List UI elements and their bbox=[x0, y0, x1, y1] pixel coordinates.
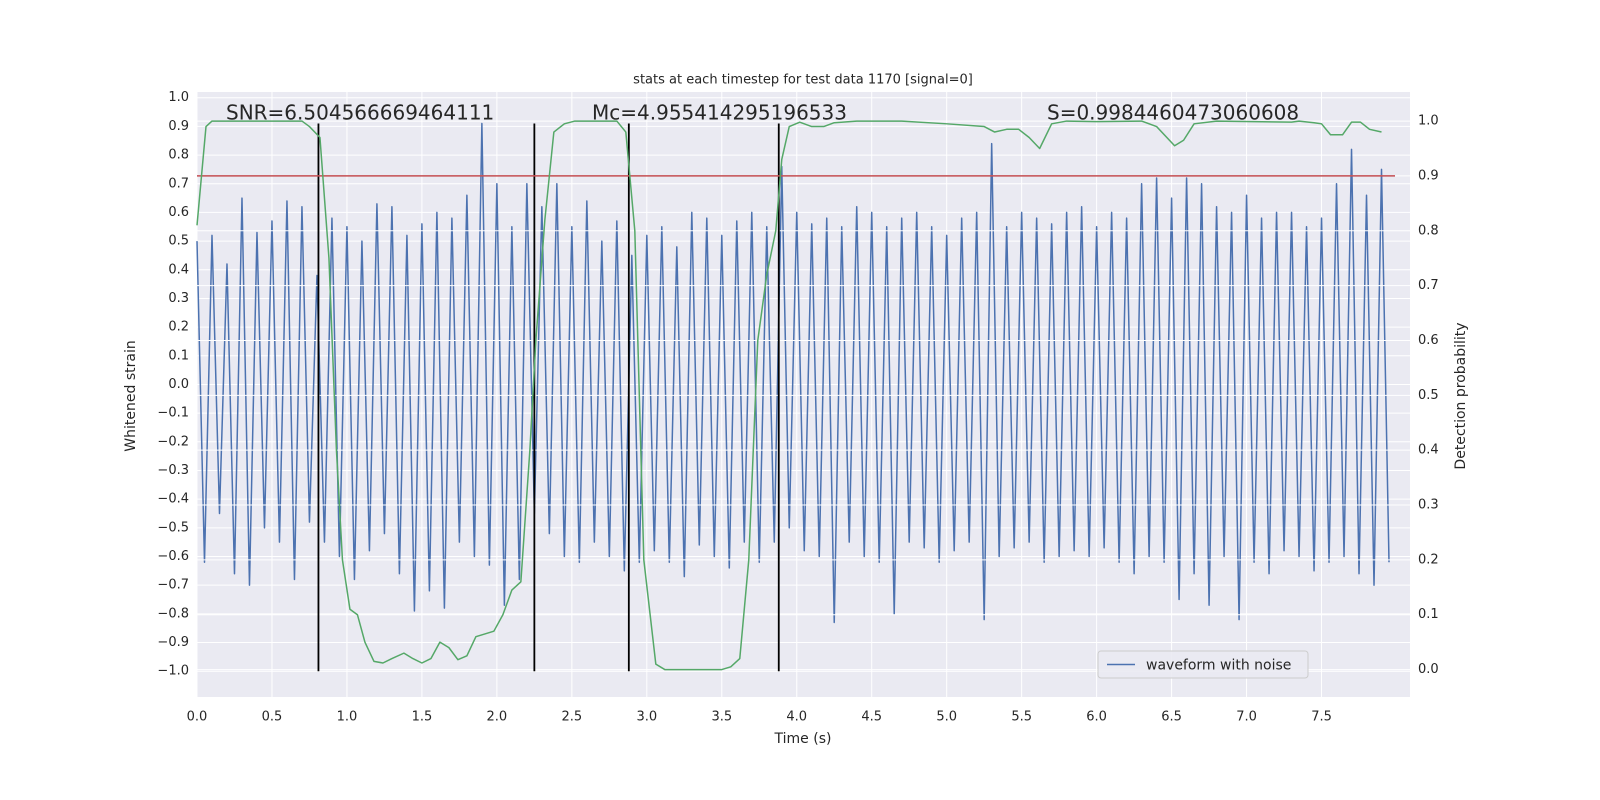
x-tick-label: 6.0 bbox=[1086, 710, 1107, 725]
y-tick-label: −0.5 bbox=[157, 520, 189, 535]
y2-tick-label: 0.6 bbox=[1418, 333, 1439, 348]
annotation: Mc=4.955414295196533 bbox=[592, 101, 847, 125]
x-axis-label: Time (s) bbox=[774, 731, 832, 747]
series-line bbox=[196, 120, 1382, 671]
x-tick-label: 4.5 bbox=[861, 710, 882, 725]
annotation: S=0.9984460473060608 bbox=[1047, 101, 1299, 125]
x-tick-label: 4.0 bbox=[786, 710, 807, 725]
x-tick-label: 7.0 bbox=[1236, 710, 1257, 725]
y-tick-label: −0.1 bbox=[157, 406, 189, 421]
y2-tick-label: 0.3 bbox=[1418, 498, 1439, 513]
y-tick-label: −0.8 bbox=[157, 606, 189, 621]
x-tick-label: 2.5 bbox=[562, 710, 583, 725]
chart-title: stats at each timestep for test data 117… bbox=[633, 73, 973, 88]
y-tick-label: 0.1 bbox=[168, 348, 189, 363]
y-tick-label: 0.2 bbox=[168, 320, 189, 335]
y-tick-label: −0.9 bbox=[157, 635, 189, 650]
y-tick-label: 0.5 bbox=[168, 234, 189, 249]
x-tick-label: 6.5 bbox=[1161, 710, 1182, 725]
y2-tick-label: 0.1 bbox=[1418, 607, 1439, 622]
y-tick-label: 0.6 bbox=[168, 205, 189, 220]
y2-tick-label: 0.9 bbox=[1418, 168, 1439, 183]
x-tick-label: 0.5 bbox=[262, 710, 283, 725]
y2-axis-label: Detection probability bbox=[1453, 322, 1469, 469]
y-tick-label: −0.3 bbox=[157, 463, 189, 478]
annotation: SNR=6.504566669464111 bbox=[226, 101, 494, 125]
y2-tick-label: 0.4 bbox=[1418, 443, 1439, 458]
x-tick-label: 2.0 bbox=[487, 710, 508, 725]
y2-tick-label: 1.0 bbox=[1418, 114, 1439, 129]
y-tick-label: 1.0 bbox=[168, 90, 189, 105]
y-tick-label: −0.2 bbox=[157, 434, 189, 449]
legend-label: waveform with noise bbox=[1146, 658, 1291, 674]
y-tick-label: 0.4 bbox=[168, 262, 189, 277]
legend-box bbox=[1097, 650, 1309, 679]
x-tick-label: 3.0 bbox=[636, 710, 657, 725]
y-tick-label: 0.9 bbox=[168, 119, 189, 134]
series-line bbox=[196, 122, 1390, 624]
x-tick-label: 5.0 bbox=[936, 710, 957, 725]
plot-area bbox=[197, 92, 1410, 697]
x-tick-label: 3.5 bbox=[711, 710, 732, 725]
y2-tick-label: 0.7 bbox=[1418, 278, 1439, 293]
x-tick-label: 1.5 bbox=[412, 710, 433, 725]
y-tick-label: −0.6 bbox=[157, 549, 189, 564]
y-tick-label: −0.4 bbox=[157, 492, 189, 507]
y2-tick-label: 0.2 bbox=[1418, 552, 1439, 567]
y2-tick-label: 0.8 bbox=[1418, 223, 1439, 238]
y-tick-label: 0.8 bbox=[168, 148, 189, 163]
y-tick-label: 0.7 bbox=[168, 176, 189, 191]
y-tick-label: −1.0 bbox=[157, 664, 189, 679]
y-axis-label: Whitened strain bbox=[123, 340, 139, 451]
y-tick-label: 0.0 bbox=[168, 377, 189, 392]
x-tick-label: 0.0 bbox=[187, 710, 208, 725]
y2-tick-label: 0.0 bbox=[1418, 662, 1439, 677]
y-tick-label: 0.3 bbox=[168, 291, 189, 306]
y-tick-label: −0.7 bbox=[157, 578, 189, 593]
x-tick-label: 5.5 bbox=[1011, 710, 1032, 725]
x-tick-label: 1.0 bbox=[337, 710, 358, 725]
x-tick-label: 7.5 bbox=[1311, 710, 1332, 725]
y2-tick-label: 0.5 bbox=[1418, 388, 1439, 403]
